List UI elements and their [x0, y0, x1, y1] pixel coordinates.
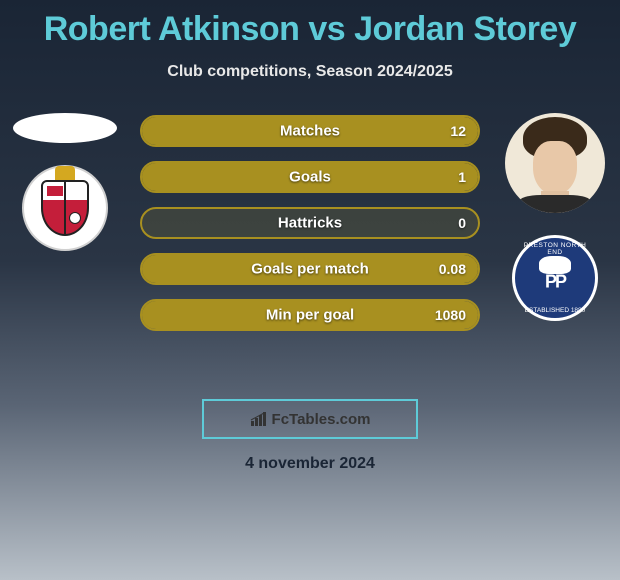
stats-list: Matches 12 Goals 1 Hattricks 0 Goals per… [140, 115, 480, 331]
bristol-city-badge [22, 165, 108, 251]
stat-row: Goals per match 0.08 [140, 253, 480, 285]
stat-label: Goals per match [251, 261, 369, 278]
preston-ring-bottom: ESTABLISHED 1880 [515, 307, 595, 314]
date-label: 4 november 2024 [0, 455, 620, 473]
stat-right-value: 12 [450, 123, 466, 139]
stat-right-value: 1 [458, 169, 466, 185]
preston-ring-top: PRESTON NORTH END [515, 242, 595, 256]
barchart-icon [250, 412, 268, 426]
page-title: Robert Atkinson vs Jordan Storey [0, 0, 620, 49]
stat-label: Min per goal [266, 307, 354, 324]
stat-right-value: 0 [458, 215, 466, 231]
stat-row: Min per goal 1080 [140, 299, 480, 331]
stat-row: Hattricks 0 [140, 207, 480, 239]
stat-right-value: 0.08 [439, 261, 466, 277]
stat-right-value: 1080 [435, 307, 466, 323]
right-player-photo [505, 113, 605, 213]
left-player-photo-placeholder [13, 113, 117, 143]
subtitle: Club competitions, Season 2024/2025 [0, 63, 620, 81]
brand-box[interactable]: FcTables.com [202, 399, 418, 439]
brand-name: FcTables.com [272, 411, 371, 428]
right-player-column: PRESTON NORTH END PP ESTABLISHED 1880 [500, 113, 610, 321]
stat-row: Goals 1 [140, 161, 480, 193]
preston-badge: PRESTON NORTH END PP ESTABLISHED 1880 [512, 235, 598, 321]
comparison-area: PRESTON NORTH END PP ESTABLISHED 1880 Ma… [0, 113, 620, 373]
left-player-column [10, 113, 120, 251]
stat-label: Hattricks [278, 215, 342, 232]
stat-label: Goals [289, 169, 331, 186]
stat-row: Matches 12 [140, 115, 480, 147]
stat-label: Matches [280, 123, 340, 140]
